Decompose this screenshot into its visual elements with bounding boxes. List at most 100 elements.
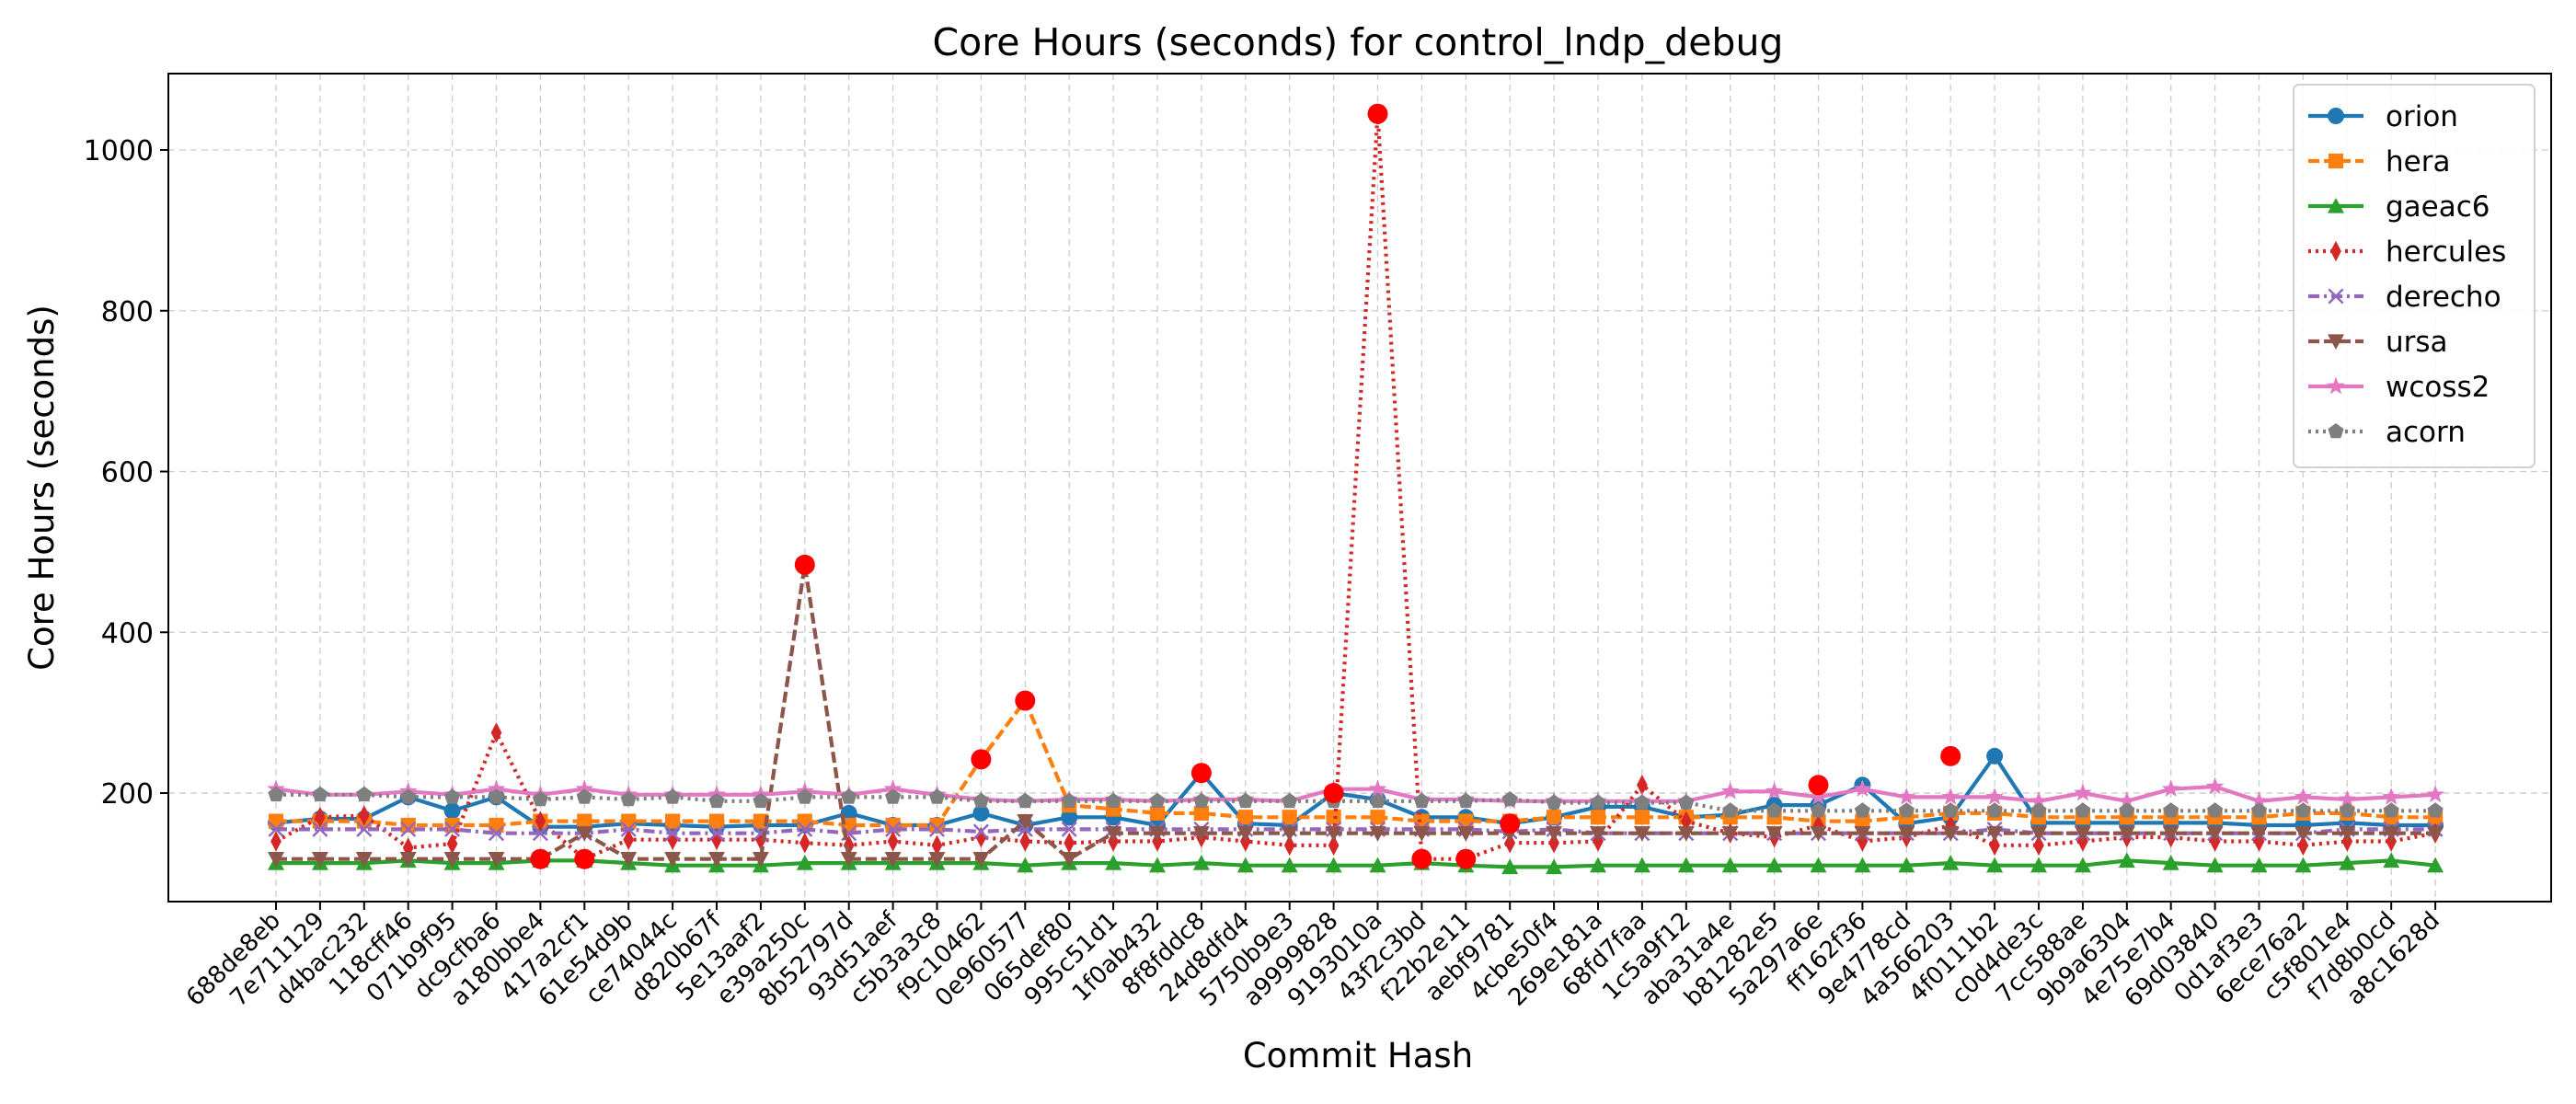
- legend-label-acorn: acorn: [2386, 416, 2466, 449]
- data-point-acorn: [797, 788, 813, 804]
- series-line-wcoss2: [275, 784, 2436, 803]
- data-point-derecho: [708, 825, 725, 842]
- legend-marker-gaeac6: [2328, 198, 2344, 213]
- data-point-acorn: [444, 788, 461, 804]
- data-point-ursa: [2383, 826, 2400, 842]
- series-lines: [267, 103, 2444, 875]
- legend-marker-derecho: [2328, 288, 2344, 305]
- data-point-hera: [665, 813, 681, 829]
- data-point-ursa: [268, 852, 284, 868]
- data-point-ursa: [355, 852, 373, 868]
- data-point-hercules: [623, 829, 635, 850]
- data-point-wcoss2: [487, 779, 506, 797]
- data-point-hercules: [1064, 832, 1075, 854]
- data-point-ursa: [1765, 826, 1783, 842]
- data-point-acorn: [576, 788, 592, 804]
- legend-entry-hera[interactable]: hera: [2308, 145, 2450, 178]
- series-acorn: [268, 786, 2444, 818]
- data-point-gaeac6: [1369, 857, 1386, 873]
- data-point-ursa: [1457, 826, 1475, 842]
- data-point-acorn: [1766, 802, 1783, 818]
- data-point-wcoss2: [2205, 776, 2225, 795]
- data-point-ursa: [2294, 826, 2312, 842]
- legend-marker-hercules: [2330, 240, 2341, 262]
- data-point-ursa: [840, 852, 857, 868]
- y-tick-label: 600: [101, 457, 154, 489]
- data-point-gaeac6: [1765, 857, 1783, 873]
- data-point-hera: [489, 817, 504, 834]
- data-point-wcoss2: [1368, 779, 1387, 797]
- data-point-wcoss2: [1941, 788, 1960, 805]
- data-point-acorn: [928, 788, 946, 804]
- data-point-gaeac6: [796, 855, 813, 870]
- data-point-acorn: [1193, 792, 1210, 809]
- data-point-gaeac6: [1986, 857, 2004, 873]
- data-point-acorn: [841, 788, 857, 804]
- data-point-ursa: [928, 852, 946, 868]
- data-point-acorn: [1061, 792, 1077, 809]
- legend-marker-ursa: [2328, 334, 2344, 350]
- data-point-orion: [1986, 747, 2004, 765]
- data-point-gaeac6: [1192, 855, 1210, 870]
- data-point-hercules: [490, 722, 502, 743]
- legend-label-hercules: hercules: [2386, 236, 2506, 269]
- legend-label-derecho: derecho: [2386, 281, 2501, 314]
- data-point-acorn: [2119, 802, 2135, 818]
- data-point-ursa: [1854, 826, 1871, 842]
- data-point-acorn: [753, 792, 769, 809]
- data-point-gaeac6: [1898, 857, 1915, 873]
- y-tick-label: 200: [101, 778, 154, 811]
- data-point-ursa: [399, 852, 417, 868]
- data-point-hercules: [1812, 814, 1824, 836]
- data-point-hercules: [887, 831, 899, 852]
- data-point-gaeac6: [1017, 857, 1034, 873]
- legend-label-hera: hera: [2386, 145, 2450, 178]
- data-point-hera: [1149, 805, 1166, 821]
- data-point-ursa: [1369, 826, 1386, 842]
- data-point-acorn: [268, 786, 284, 802]
- legend-entry-gaeac6[interactable]: gaeac6: [2308, 190, 2490, 224]
- data-point-gaeac6: [2250, 857, 2268, 873]
- data-point-acorn: [1282, 792, 1298, 809]
- data-point-gaeac6: [1633, 857, 1650, 873]
- data-point-acorn: [885, 788, 902, 804]
- legend-entry-hercules[interactable]: hercules: [2308, 236, 2506, 269]
- data-point-acorn: [2163, 802, 2179, 818]
- data-point-derecho: [797, 821, 813, 837]
- legend-entry-derecho[interactable]: derecho: [2308, 281, 2501, 314]
- data-point-orion: [972, 804, 990, 822]
- series-line-gaeac6: [276, 858, 2436, 869]
- data-point-hera: [1237, 810, 1253, 825]
- legend-entry-acorn[interactable]: acorn: [2308, 416, 2466, 449]
- highlight-point: [1367, 103, 1388, 124]
- legend-entry-ursa[interactable]: ursa: [2308, 326, 2448, 359]
- series-ursa: [268, 558, 2444, 868]
- chart-title: Core Hours (seconds) for control_lndp_de…: [933, 20, 1784, 64]
- data-point-hercules: [975, 826, 987, 848]
- legend-marker-orion: [2328, 108, 2344, 124]
- data-point-acorn: [708, 792, 725, 809]
- data-point-gaeac6: [1854, 857, 1871, 873]
- series-line-ursa: [276, 562, 2436, 861]
- data-point-orion: [443, 802, 461, 820]
- data-point-hercules: [2297, 834, 2309, 857]
- legend-entry-orion[interactable]: orion: [2308, 100, 2458, 133]
- highlight-point: [1500, 813, 1521, 834]
- data-point-acorn: [620, 791, 637, 807]
- data-point-hercules: [1548, 832, 1559, 854]
- data-point-ursa: [1898, 826, 1915, 842]
- data-point-acorn: [1590, 794, 1606, 810]
- highlight-point: [1411, 848, 1432, 869]
- data-point-acorn: [2250, 802, 2268, 818]
- data-point-derecho: [1061, 821, 1077, 837]
- data-point-acorn: [1457, 792, 1474, 809]
- data-point-acorn: [1810, 802, 1827, 818]
- data-point-gaeac6: [1105, 855, 1122, 870]
- legend-entry-wcoss2[interactable]: wcoss2: [2308, 371, 2490, 404]
- data-point-acorn: [1546, 794, 1562, 810]
- data-point-hera: [1370, 810, 1386, 825]
- highlight-point: [1455, 848, 1477, 869]
- legend[interactable]: orion hera gaeac6 hercules derecho ursa wcoss2…: [2293, 84, 2536, 468]
